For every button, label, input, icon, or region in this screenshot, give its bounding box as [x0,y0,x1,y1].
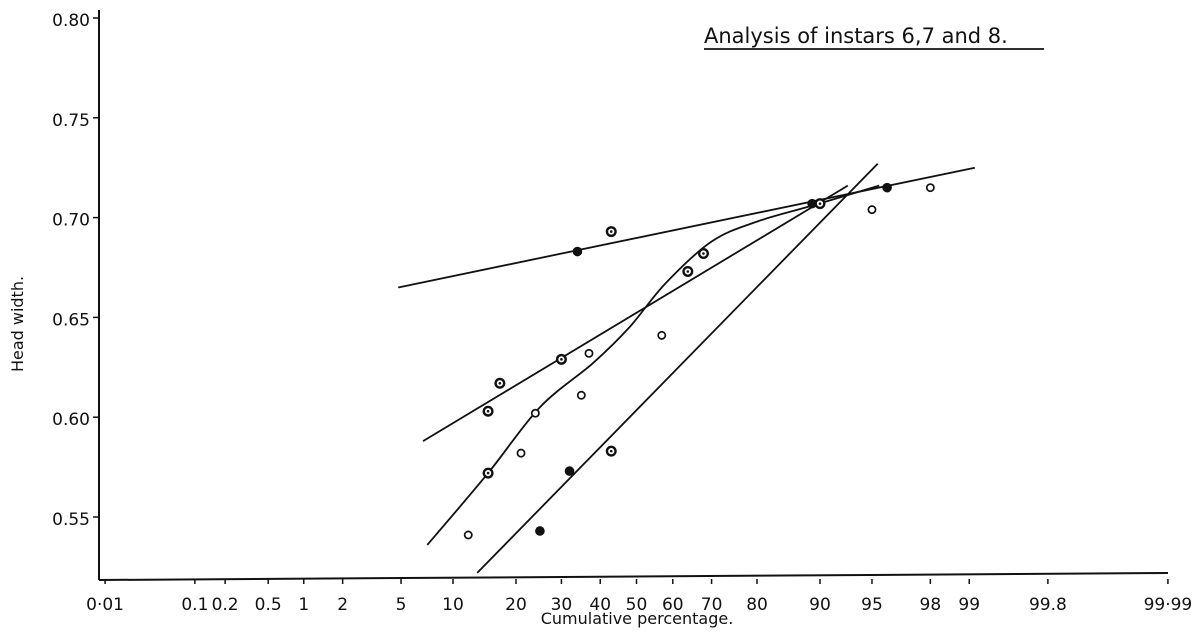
fit-line-3 [476,163,879,574]
data-points [463,182,935,540]
data-point-open [584,348,594,358]
data-point-center-dot [486,471,490,475]
y-tick-label: 0.60 [52,410,90,430]
y-tick-label: 0.80 [52,11,90,31]
fit-line-4 [426,184,880,546]
x-tick-label: 99.8 [1029,595,1067,615]
data-point-filled [807,198,817,209]
data-point-center-dot [686,270,690,273]
x-axis-line [98,572,1169,581]
x-tick-label: 99 [958,595,980,615]
x-tick-label: 0.5 [255,595,282,615]
data-point-filled [564,466,575,476]
x-axis-label: Cumulative percentage. [541,609,734,628]
x-tick-label: 99·99 [1144,595,1193,615]
x-tick-label: 0·01 [86,595,124,615]
data-point-center-dot [609,449,613,453]
data-point-filled [882,182,892,193]
x-tick-label: 80 [746,595,768,615]
y-tick-label: 0.70 [52,211,90,231]
data-point-center-dot [486,409,490,413]
data-point-open [657,330,667,340]
data-point-open [530,408,540,418]
x-tick-label: 5 [396,595,407,615]
data-point-open [463,530,473,540]
x-tick-label: 0.1 [181,595,208,615]
x-axis-ticks: 0·01 0.1 0.2 0.5 1 2 5 10 20 30 40 50 60 70 80 90 95 98 99… [86,579,1192,615]
x-tick-label: 98 [920,595,942,615]
y-tick-label: 0.65 [52,310,90,330]
fit-lines [398,163,976,574]
data-point-center-dot [818,202,822,205]
x-tick-label: 1 [298,595,309,615]
x-tick-label: 90 [809,595,831,615]
y-axis-label: Head width. [8,276,27,372]
y-tick-label: 0.55 [52,510,90,530]
x-tick-label: 10 [442,595,464,615]
chart-title: Analysis of instars 6,7 and 8. [704,24,1008,48]
data-point-open [867,205,877,215]
x-tick-label: 50 [626,595,648,615]
x-tick-label: 0.2 [212,595,239,615]
x-tick-label: 20 [505,595,527,615]
x-tick-label: 40 [589,595,611,615]
x-tick-label: 2 [337,595,348,615]
y-axis-ticks: 0.55 0.60 0.65 0.70 0.75 0.80 [52,11,99,530]
data-point-center-dot [609,230,613,233]
data-point-center-dot [702,252,705,255]
fit-line-1 [398,166,976,289]
data-point-filled [572,246,583,257]
data-point-center-dot [498,381,502,385]
y-tick-label: 0.75 [52,111,90,131]
data-point-open [516,448,526,458]
data-point-filled [535,526,545,536]
x-tick-label: 70 [701,595,723,615]
x-tick-label: 95 [861,595,883,615]
fit-line-2 [422,184,849,442]
data-point-open [925,183,935,193]
data-point-center-dot [560,358,563,361]
data-point-open [576,390,586,400]
x-tick-label: 30 [551,595,573,615]
x-tick-label: 60 [662,595,684,615]
